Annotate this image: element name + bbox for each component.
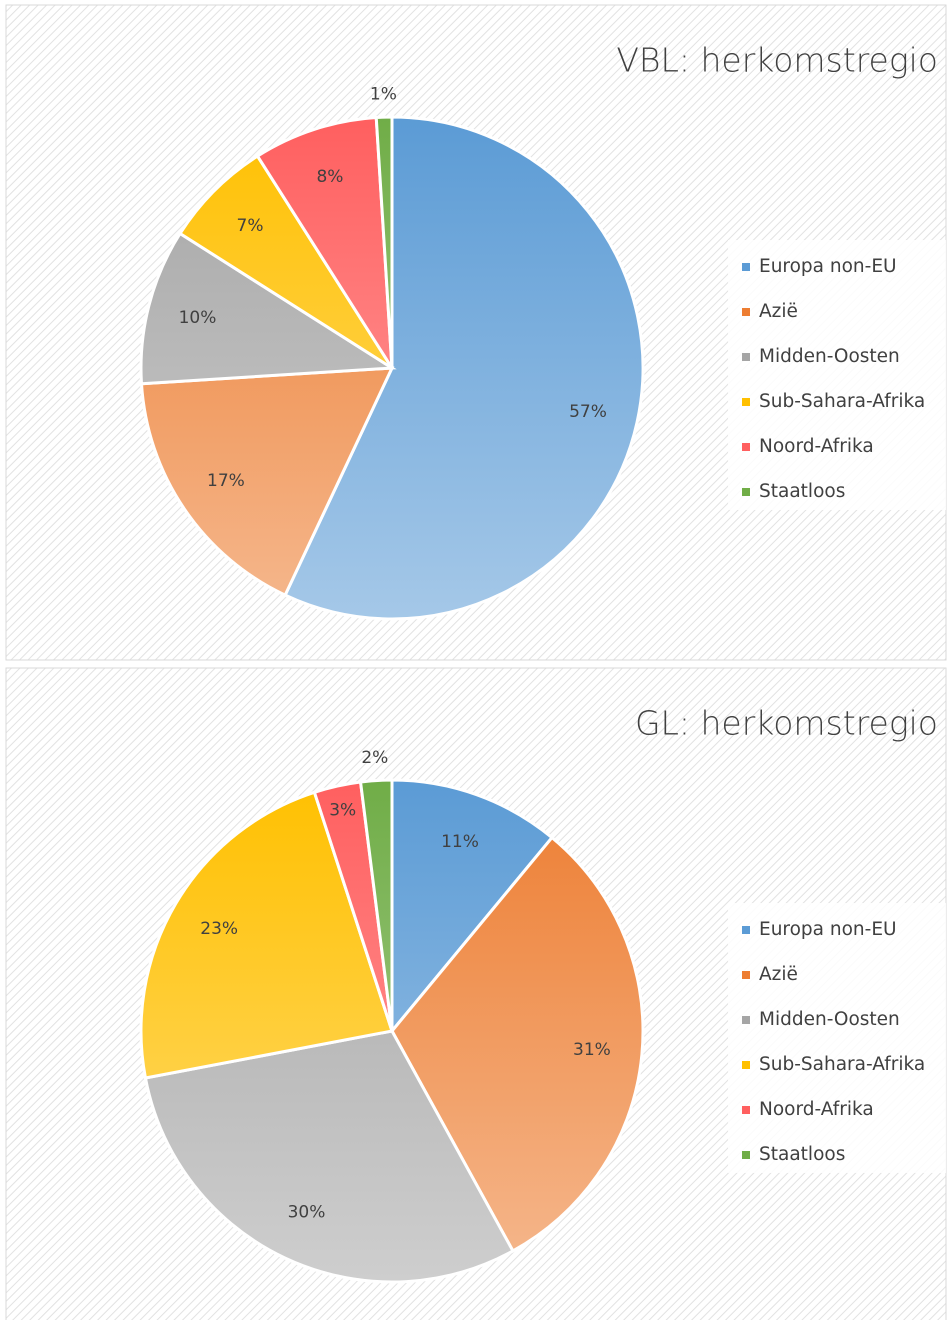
data-label: 23%	[200, 919, 238, 939]
data-label: 17%	[207, 471, 245, 491]
legend-marker	[742, 488, 750, 496]
legend-box	[728, 903, 946, 1173]
pie-slice	[139, 231, 397, 386]
pie-slice	[143, 1029, 515, 1284]
legend-label: Midden-Oosten	[759, 346, 900, 367]
data-label: 3%	[329, 801, 356, 821]
legend-label: Europa non-EU	[759, 256, 897, 277]
data-label: 8%	[316, 167, 343, 187]
legend-box	[728, 240, 946, 510]
legend-label: Staatloos	[759, 481, 845, 502]
legend-label: Sub-Sahara-Afrika	[759, 391, 925, 412]
data-label: 10%	[179, 308, 217, 328]
legend-marker	[742, 1106, 750, 1114]
chart-title: VBL: herkomstregio	[616, 41, 938, 80]
data-label: 30%	[288, 1203, 326, 1223]
legend-label: Europa non-EU	[759, 919, 897, 940]
legend-label: Staatloos	[759, 1144, 845, 1165]
legend-marker	[742, 926, 750, 934]
data-label: 11%	[441, 832, 479, 852]
data-label: 31%	[573, 1040, 611, 1060]
legend-label: Azië	[759, 964, 798, 985]
data-label: 1%	[370, 85, 397, 105]
legend-label: Midden-Oosten	[759, 1009, 900, 1030]
legend-marker	[742, 1061, 750, 1069]
pie-slice	[358, 778, 394, 1032]
pie-slice	[390, 835, 645, 1253]
legend-marker	[742, 1151, 750, 1159]
pie-slice	[390, 778, 555, 1036]
legend-label: Azië	[759, 301, 798, 322]
legend-label: Noord-Afrika	[759, 436, 874, 457]
pie-slice	[255, 115, 394, 369]
pie-slice	[178, 154, 394, 370]
pie-slice	[374, 115, 394, 369]
legend-label: Sub-Sahara-Afrika	[759, 1054, 925, 1075]
legend-marker	[742, 398, 750, 406]
data-label: 2%	[361, 748, 388, 768]
legend-marker	[742, 308, 750, 316]
data-label: 7%	[237, 216, 264, 236]
legend-marker	[742, 263, 750, 271]
pie-slice	[139, 790, 394, 1080]
legend-marker	[742, 1016, 750, 1024]
pie-slice	[139, 366, 395, 598]
legend-marker	[742, 971, 750, 979]
legend-label: Noord-Afrika	[759, 1099, 874, 1120]
legend-marker	[742, 353, 750, 361]
data-label: 57%	[569, 402, 607, 422]
legend-marker	[742, 443, 750, 451]
chart-title: GL: herkomstregio	[635, 704, 938, 743]
pie-slice	[283, 115, 645, 621]
